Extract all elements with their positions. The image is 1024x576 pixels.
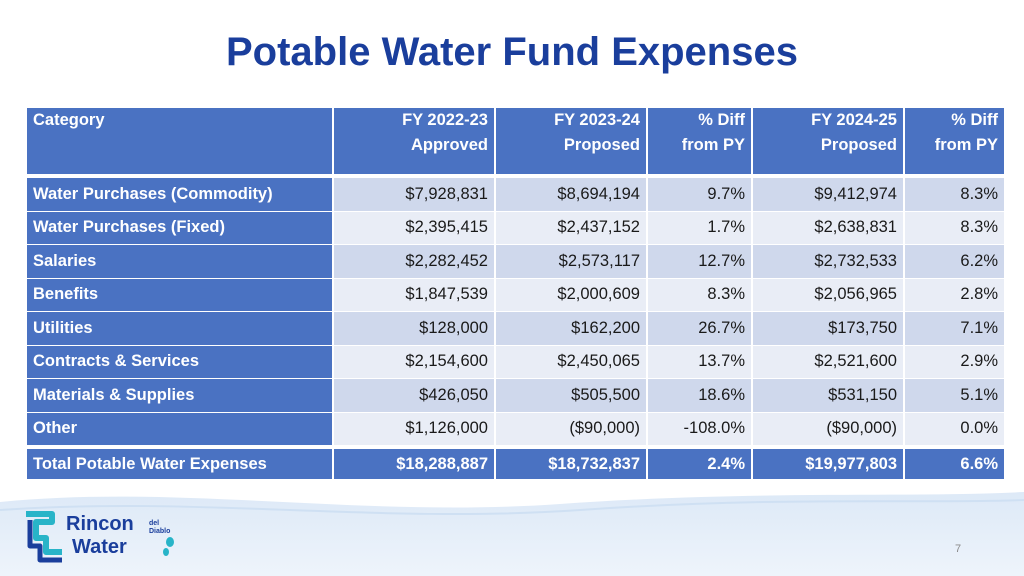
row-value: $7,928,831: [334, 178, 494, 212]
total-value: 6.6%: [905, 446, 1004, 479]
row-value: $2,638,831: [753, 211, 903, 245]
page-number: 7: [955, 543, 962, 555]
row-value: 8.3%: [648, 278, 751, 312]
row-value: 13.7%: [648, 345, 751, 379]
row-category: Benefits: [27, 278, 332, 312]
logo-word-water: Water: [72, 536, 127, 558]
row-value: $2,732,533: [753, 245, 903, 279]
row-category: Other: [27, 412, 332, 446]
header-pct-diff-2: % Diff from PY: [905, 108, 1004, 174]
row-value: 8.3%: [905, 178, 1004, 212]
row-value: $2,395,415: [334, 211, 494, 245]
row-value: 0.0%: [905, 412, 1004, 446]
table-row: Contracts & Services $2,154,600 $2,450,065…: [27, 345, 1004, 379]
row-category: Water Purchases (Fixed): [27, 211, 332, 245]
row-value: $505,500: [496, 379, 646, 413]
row-category: Water Purchases (Commodity): [27, 178, 332, 212]
table-header-row: Category FY 2022-23 Approved FY 2023-24 Pr…: [27, 108, 1004, 174]
total-value: 2.4%: [648, 446, 751, 479]
row-value: $1,126,000: [334, 412, 494, 446]
slide-title: Potable Water Fund Expenses: [226, 30, 798, 74]
header-pct-diff-1: % Diff from PY: [648, 108, 751, 174]
row-value: 7.1%: [905, 312, 1004, 346]
table-row: Water Purchases (Fixed) $2,395,415 $2,437,…: [27, 211, 1004, 245]
row-value: $2,521,600: [753, 345, 903, 379]
header-fy2024-25: FY 2024-25 Proposed: [753, 108, 903, 174]
total-value: $18,732,837: [496, 446, 646, 479]
table-row: Other $1,126,000 ($90,000) -108.0% ($90,000)…: [27, 412, 1004, 446]
row-value: 6.2%: [905, 245, 1004, 279]
row-value: $2,282,452: [334, 245, 494, 279]
table-row: Utilities $128,000 $162,200 26.7% $173,750 7.…: [27, 312, 1004, 346]
header-fy2022-23: FY 2022-23 Approved: [334, 108, 494, 174]
table-row: Salaries $2,282,452 $2,573,117 12.7% $2,732,…: [27, 245, 1004, 279]
table-row: Water Purchases (Commodity) $7,928,831 $8,…: [27, 178, 1004, 212]
row-value: 2.8%: [905, 278, 1004, 312]
row-value: -108.0%: [648, 412, 751, 446]
row-value: $2,450,065: [496, 345, 646, 379]
table-row: Benefits $1,847,539 $2,000,609 8.3% $2,056,9…: [27, 278, 1004, 312]
row-value: $8,694,194: [496, 178, 646, 212]
logo-word-rincon: Rincon: [66, 513, 134, 535]
row-value: 18.6%: [648, 379, 751, 413]
water-drops-icon: [163, 537, 174, 556]
row-value: $128,000: [334, 312, 494, 346]
row-category: Salaries: [27, 245, 332, 279]
row-value: $2,000,609: [496, 278, 646, 312]
row-value: $173,750: [753, 312, 903, 346]
logo-word-del-diablo: del Diablo: [149, 520, 171, 535]
row-value: $1,847,539: [334, 278, 494, 312]
total-row: Total Potable Water Expenses $18,288,887 $…: [27, 446, 1004, 479]
row-value: 5.1%: [905, 379, 1004, 413]
row-value: $2,056,965: [753, 278, 903, 312]
total-label: Total Potable Water Expenses: [27, 446, 332, 479]
total-value: $19,977,803: [753, 446, 903, 479]
row-value: $9,412,974: [753, 178, 903, 212]
total-value: $18,288,887: [334, 446, 494, 479]
row-value: 9.7%: [648, 178, 751, 212]
row-value: $162,200: [496, 312, 646, 346]
row-value: ($90,000): [496, 412, 646, 446]
logo-mark-icon: [26, 511, 62, 563]
header-category: Category: [27, 108, 332, 174]
row-value: $531,150: [753, 379, 903, 413]
expenses-table: Category FY 2022-23 Approved FY 2023-24 Pr…: [25, 108, 1006, 479]
row-value: 26.7%: [648, 312, 751, 346]
row-category: Utilities: [27, 312, 332, 346]
decorative-wave: [0, 492, 1024, 576]
row-value: $2,573,117: [496, 245, 646, 279]
row-value: ($90,000): [753, 412, 903, 446]
rincon-water-logo: Rincon del Diablo Water: [22, 508, 192, 568]
row-category: Materials & Supplies: [27, 379, 332, 413]
row-value: $426,050: [334, 379, 494, 413]
table-row: Materials & Supplies $426,050 $505,500 18.6…: [27, 379, 1004, 413]
row-value: 12.7%: [648, 245, 751, 279]
row-category: Contracts & Services: [27, 345, 332, 379]
row-value: 8.3%: [905, 211, 1004, 245]
row-value: $2,154,600: [334, 345, 494, 379]
header-fy2023-24: FY 2023-24 Proposed: [496, 108, 646, 174]
row-value: 1.7%: [648, 211, 751, 245]
row-value: $2,437,152: [496, 211, 646, 245]
row-value: 2.9%: [905, 345, 1004, 379]
